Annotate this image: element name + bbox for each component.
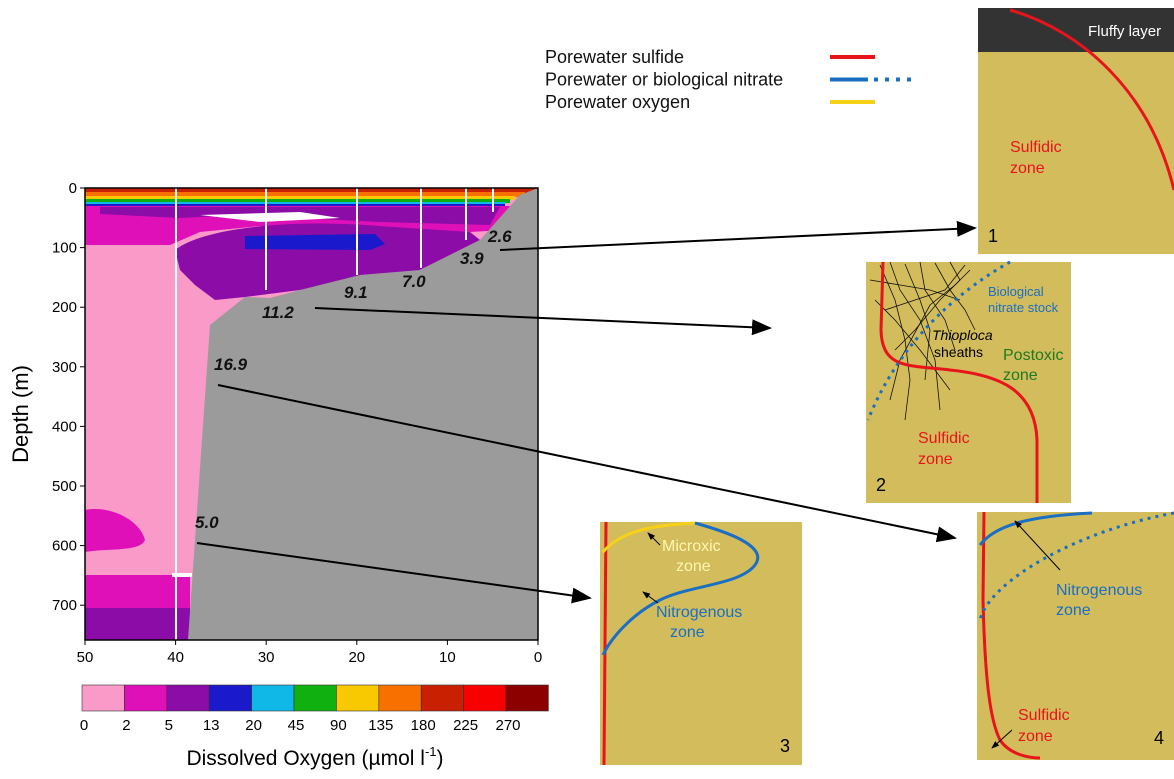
panel-text: Biological [988,284,1044,299]
colorbar-swatch [420,684,464,712]
y-tick-label: 400 [52,418,77,435]
y-tick-label: 500 [52,478,77,495]
colorbar-tick-label: 5 [165,717,173,734]
panel-text: nitrate stock [988,300,1059,315]
colorbar-title-sup: -1 [425,744,437,759]
y-tick-label: 200 [52,299,77,316]
colorbar-swatch [378,684,422,712]
colorbar-tick-label: 20 [245,717,262,734]
colorbar-swatch [336,684,380,712]
colorbar-swatch [505,684,549,712]
section-plot [84,187,539,641]
panel-number: 2 [876,475,886,495]
panel-text: Fluffy layer [1088,23,1161,40]
y-tick-label: 300 [52,359,77,376]
panel-number: 4 [1154,728,1164,748]
panel-text: zone [1010,160,1045,177]
panel-text: zone [676,558,711,575]
x-tick-label: 30 [258,649,275,666]
colorbar-title-text: Dissolved Oxygen (µmol l [186,747,425,770]
station-label: 9.1 [344,283,368,302]
arrows [196,220,977,604]
panel-number: 1 [988,226,998,246]
x-tick-label: 0 [534,649,542,666]
panel-text: zone [1056,602,1091,619]
colorbar-tick-label: 135 [368,717,393,734]
colorbar-tick-label: 2 [122,717,130,734]
colorbar-tick-label: 0 [80,717,88,734]
colorbar-swatch [463,684,507,712]
legend-label: Porewater sulfide [545,47,684,67]
colorbar-tick-label: 90 [330,717,347,734]
colorbar-title-end: ) [437,747,444,770]
panel-text: zone [918,451,953,468]
x-tick-label: 10 [439,649,456,666]
colorbar-tick-label: 13 [203,717,220,734]
colorbar-title: Dissolved Oxygen (µmol l-1) [186,744,443,770]
panel-text: Postoxic [1003,347,1063,364]
panel-text: zone [1003,367,1038,384]
panel-text: sheaths [934,344,983,360]
y-tick-label: 600 [52,538,77,555]
colorbar-tick-label: 270 [495,717,520,734]
colorbar-swatch [251,684,295,712]
colorbar-tick-label: 180 [411,717,436,734]
legend-label: Porewater oxygen [545,92,690,112]
colorbar-swatch [208,684,252,712]
panel-2: Biological nitrate stock Thioploca sheat… [866,260,1071,503]
panel-3: Microxic zone Nitrogenous zone 3 [600,521,802,766]
colorbar: 0 2 5 13 20 45 90 135 180 225 270 [80,684,549,734]
y-tick-label: 0 [69,180,77,197]
panel-text: Nitrogenous [1056,582,1142,599]
panel-text: Sulfidic [1018,707,1070,724]
y-tick-label: 100 [52,240,77,257]
colorbar-swatch [166,684,210,712]
colorbar-swatch [293,684,337,712]
panel-4: Nitrogenous zone Sulfidic zone 4 [977,511,1174,760]
colorbar-tick-label: 225 [453,717,478,734]
colorbar-swatch [81,684,125,712]
station-label: 5.0 [195,513,219,532]
colorbar-swatch [124,684,168,712]
station-label: 3.9 [460,249,484,268]
x-tick-label: 20 [348,649,365,666]
panel-text: Nitrogenous [656,604,742,621]
station-label: 11.2 [262,303,294,322]
panel-text: zone [670,624,705,641]
y-tick-label: 700 [52,597,77,614]
legend-label: Porewater or biological nitrate [545,70,783,90]
station-label: 7.0 [402,272,426,291]
station-label: 2.6 [487,227,512,246]
colorbar-tick-label: 45 [288,717,305,734]
station-label: 16.9 [214,355,248,374]
x-tick-label: 40 [167,649,184,666]
panel-text: Microxic [662,538,721,555]
panel-text: zone [1018,728,1053,745]
panel-text: Thioploca [932,327,993,343]
y-axis-label: Depth (m) [8,365,33,463]
x-tick-label: 50 [77,649,94,666]
panel-1: Fluffy layer Sulfidic zone 1 [978,8,1174,254]
panel-text: Sulfidic [918,430,970,447]
panel-number: 3 [780,736,790,756]
panel-text: Sulfidic [1010,139,1062,156]
legend: Porewater sulfide Porewater or biological… [545,47,916,112]
